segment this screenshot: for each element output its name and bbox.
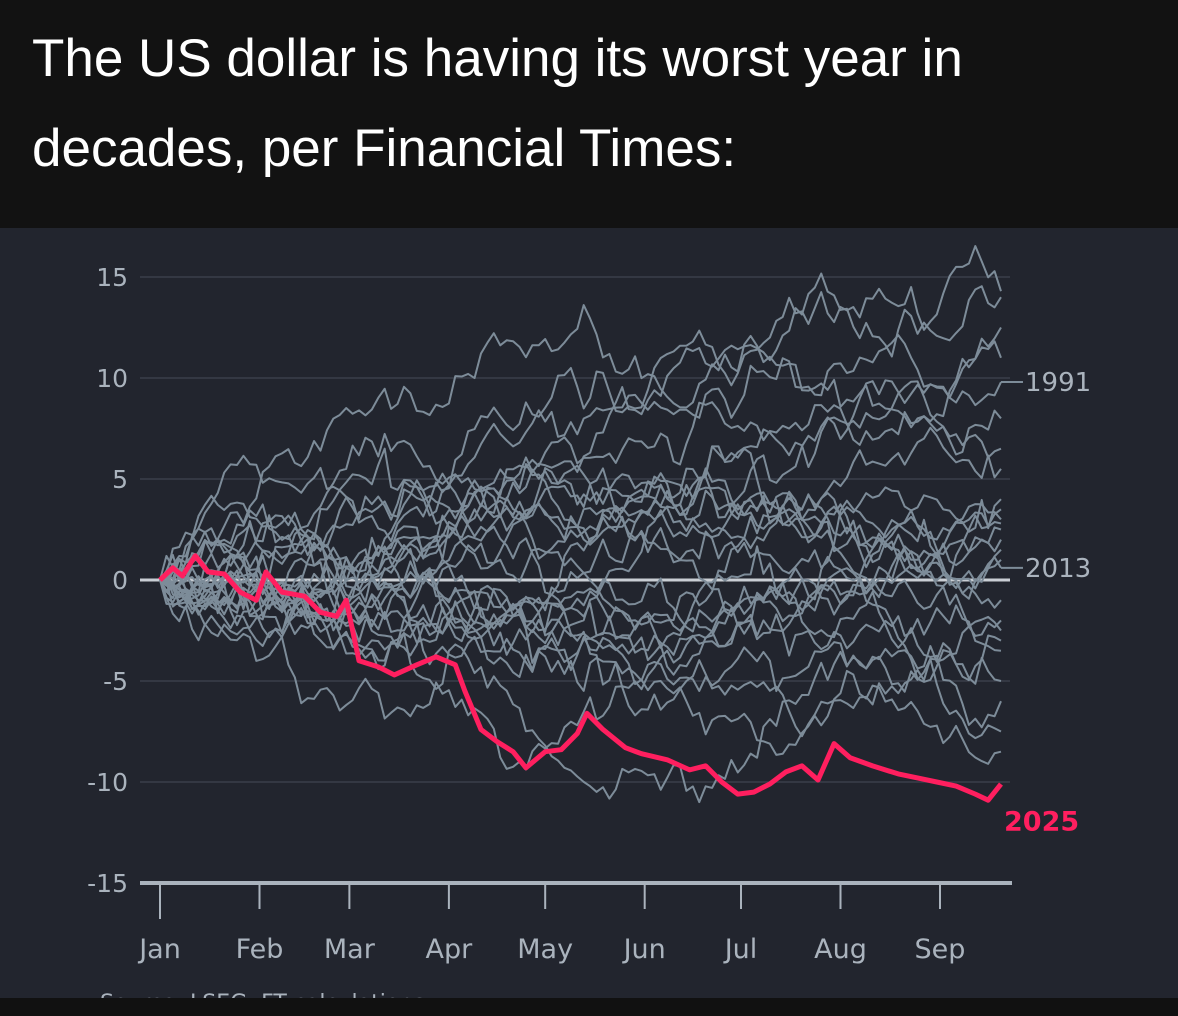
series-line-other-year [159, 486, 1002, 635]
series-label: 1991 [1025, 368, 1091, 398]
series-line-other-year [159, 472, 1002, 590]
series-line-2025 [158, 553, 1003, 803]
series-line-other-year [159, 445, 1002, 609]
series-line-other-year [159, 551, 1002, 671]
series-line-other-year [159, 538, 1002, 740]
x-tick-label: Jun [622, 934, 666, 965]
series-line-other-year [159, 545, 1002, 738]
y-tick-label: 10 [96, 364, 128, 393]
y-tick-label: 15 [96, 263, 128, 292]
x-tick-label: Jul [723, 934, 758, 965]
x-tick-label: Mar [324, 934, 376, 965]
series-line-other-year [159, 463, 1002, 683]
series-line-other-year [159, 536, 1002, 657]
series-line-other-year [159, 543, 1002, 729]
y-tick-label: -10 [87, 768, 128, 797]
series-line-1991 [159, 379, 1002, 635]
chart-area: 1991 2013 2025 15 10 5 0 -5 -10 -15 Jan Feb Mar Apr Ma… [0, 228, 1178, 1016]
series-line-other-year [159, 572, 1002, 804]
bottom-bar [0, 998, 1178, 1016]
series-label: 2025 [1004, 806, 1079, 837]
x-tick-label: Aug [814, 934, 867, 965]
series-line-other-year [159, 467, 1002, 611]
series-label: 2013 [1025, 554, 1091, 584]
x-tick-label: Apr [426, 934, 474, 965]
x-tick-label: May [517, 934, 573, 965]
x-tick-label: Jan [137, 934, 181, 965]
line-chart: 1991 2013 2025 15 10 5 0 -5 -10 -15 Jan Feb Mar Apr Ma… [87, 245, 1091, 1016]
x-tick-label: Sep [915, 934, 966, 965]
series-line-other-year [159, 304, 1002, 585]
series-line-other-year [159, 426, 1002, 640]
header: The US dollar is having its worst year i… [0, 0, 1178, 228]
x-tick-label: Feb [236, 934, 284, 965]
series-line-other-year [159, 334, 1002, 581]
y-tick-label: -15 [87, 869, 128, 898]
series-line-2013 [159, 432, 1002, 599]
y-tick-label: 0 [112, 566, 128, 595]
series-line-other-year [159, 272, 1002, 616]
chart-title: The US dollar is having its worst year i… [32, 29, 963, 178]
y-tick-label: -5 [103, 667, 128, 696]
series-line-other-year [159, 508, 1002, 771]
y-tick-label: 5 [112, 465, 128, 494]
series-line-other-year [159, 245, 1002, 585]
